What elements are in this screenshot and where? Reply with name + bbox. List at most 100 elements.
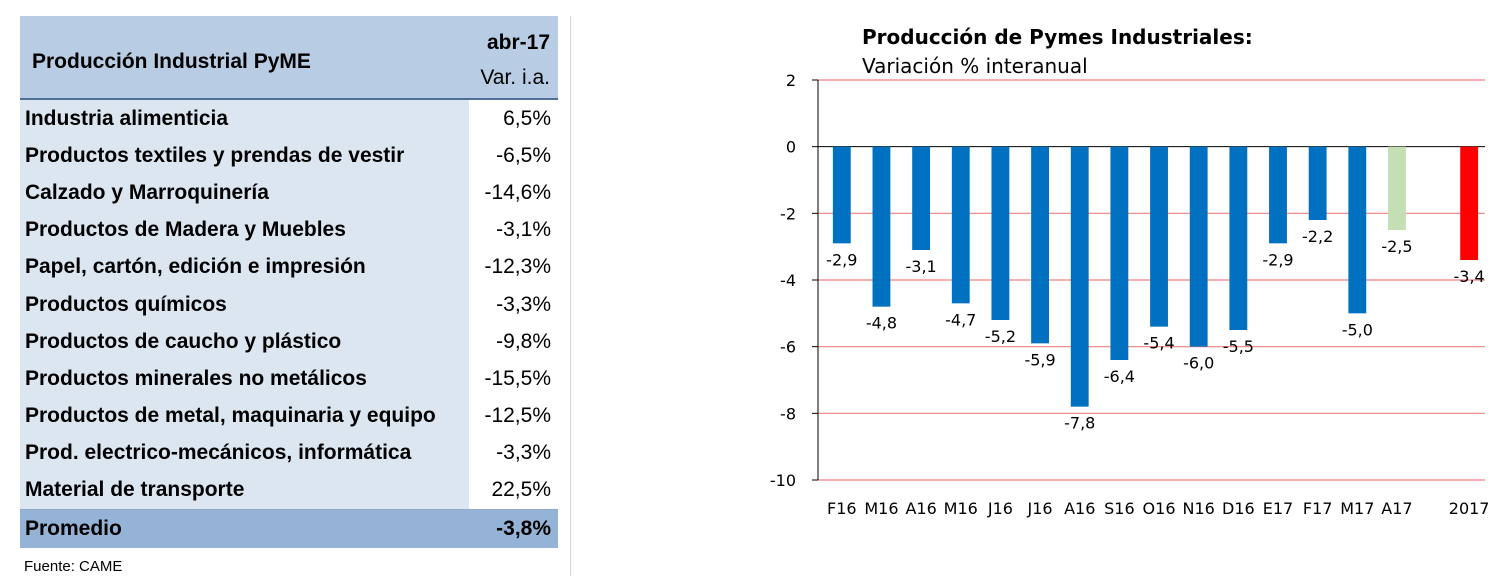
- sector-value: -3,3%: [496, 441, 551, 465]
- x-tick-label: A16: [1064, 499, 1095, 518]
- bar-chart: 2 0 -2 -4 -6 -8 -10 -2,9 F16 -4,8 M16 -3,1 A16 -4,7 M1…: [770, 71, 1490, 518]
- sector-label: Productos de caucho y plástico: [20, 323, 469, 361]
- bar: [1150, 146, 1168, 327]
- data-label: -6,4: [1104, 367, 1135, 386]
- table-row: Calzado y Marroquinería -14,6%: [20, 174, 558, 212]
- data-label: -5,2: [985, 327, 1016, 346]
- x-tick-label: S16: [1104, 499, 1135, 518]
- x-tick-label: N16: [1183, 499, 1215, 518]
- sector-value: -12,5%: [484, 404, 551, 428]
- chart-title: Producción de Pymes Industriales:: [862, 25, 1253, 49]
- bar: [872, 146, 891, 307]
- sector-label: Productos de metal, maquinaria y equipo: [20, 397, 469, 435]
- table-row: Productos químicos -3,3%: [20, 285, 558, 324]
- bar: [1269, 146, 1287, 244]
- x-tick-label: O16: [1143, 499, 1176, 518]
- bar: [1070, 146, 1089, 407]
- bar: [1031, 146, 1049, 344]
- sector-value: -12,3%: [484, 255, 551, 279]
- sector-label: Industria alimenticia: [20, 100, 469, 138]
- sector-table: Producción Industrial PyME abr-17 Var. i…: [20, 16, 558, 575]
- x-tick-label: D16: [1222, 499, 1255, 518]
- table-period: abr-17: [486, 31, 550, 54]
- table-subheader: Var. i.a.: [480, 66, 550, 89]
- data-label: -5,4: [1143, 334, 1174, 353]
- sector-value: -9,8%: [496, 329, 551, 353]
- chart-title-block: Producción de Pymes Industriales: Variac…: [862, 24, 1253, 82]
- source-note: Fuente: CAME: [24, 558, 123, 576]
- data-label: -4,8: [866, 314, 897, 333]
- bar: [1189, 146, 1208, 347]
- bar: [912, 146, 931, 250]
- table-title: Producción Industrial PyME: [32, 50, 311, 73]
- bar: [1388, 146, 1406, 230]
- sector-value: 22,5%: [491, 478, 551, 502]
- table-row: Material de transporte 22,5%: [20, 471, 558, 510]
- sector-label: Productos de Madera y Muebles: [20, 211, 469, 249]
- table-row: Productos de caucho y plástico -9,8%: [20, 323, 558, 361]
- data-label: -3,1: [905, 257, 936, 276]
- bar: [1308, 146, 1327, 220]
- data-label: -5,5: [1223, 337, 1254, 356]
- data-label: -7,8: [1064, 414, 1095, 433]
- bar: [1460, 146, 1479, 260]
- table-row: Industria alimenticia 6,5%: [20, 100, 558, 138]
- table-header: Producción Industrial PyME abr-17 Var. i…: [20, 16, 558, 100]
- bar: [1229, 146, 1248, 330]
- x-tick-label: J16: [987, 499, 1013, 518]
- data-label: -5,0: [1342, 320, 1373, 339]
- table-row: Papel, cartón, edición e impresión -12,3%: [20, 248, 558, 286]
- average-label: Promedio: [25, 517, 122, 541]
- sector-value: -6,5%: [496, 143, 551, 167]
- chart-subtitle: Variación % interanual: [862, 54, 1088, 78]
- sector-label: Papel, cartón, edición e impresión: [20, 248, 469, 286]
- sector-label: Prod. electrico-mecánicos, informática: [20, 434, 469, 472]
- sector-value: -3,1%: [496, 218, 551, 242]
- x-tick-label: E17: [1263, 499, 1293, 518]
- y-tick-label: 2: [786, 71, 796, 90]
- x-tick-label: A16: [905, 499, 936, 518]
- data-label: -6,0: [1183, 354, 1214, 373]
- data-label: -2,9: [826, 250, 857, 269]
- table-row: Productos de metal, maquinaria y equipo -…: [20, 397, 558, 435]
- data-label: -2,5: [1381, 237, 1412, 256]
- panel-divider: [570, 16, 571, 576]
- table-body: Industria alimenticia 6,5% Productos texti…: [20, 100, 558, 510]
- sector-label: Calzado y Marroquinería: [20, 174, 469, 212]
- data-label: -5,9: [1024, 350, 1055, 369]
- average-value: -3,8%: [496, 517, 551, 541]
- table-row: Productos minerales no metálicos -15,5%: [20, 360, 558, 398]
- x-tick-label: 2017: [1449, 499, 1490, 518]
- y-tick-label: -4: [780, 271, 796, 290]
- data-label: -2,2: [1302, 227, 1333, 246]
- table-row: Prod. electrico-mecánicos, informática -3…: [20, 434, 558, 472]
- data-label: -2,9: [1262, 250, 1293, 269]
- y-tick-label: -10: [770, 471, 796, 490]
- sector-value: -14,6%: [484, 180, 551, 204]
- bar: [832, 146, 851, 244]
- y-tick-label: -2: [780, 204, 796, 223]
- bar: [991, 146, 1010, 320]
- sector-value: 6,5%: [503, 106, 551, 130]
- x-tick-label: J16: [1027, 499, 1053, 518]
- x-tick-label: M17: [1340, 499, 1374, 518]
- sector-label: Material de transporte: [20, 471, 469, 510]
- table-row: Productos textiles y prendas de vestir -6…: [20, 137, 558, 175]
- average-row: Promedio -3,8%: [20, 509, 558, 549]
- y-tick-label: -8: [780, 404, 796, 423]
- bar: [1110, 146, 1129, 360]
- x-tick-label: F16: [827, 499, 857, 518]
- y-tick-label: 0: [786, 138, 796, 157]
- bar: [951, 146, 970, 304]
- sector-value: -15,5%: [484, 366, 551, 390]
- x-tick-label: M16: [944, 499, 978, 518]
- x-tick-label: A17: [1381, 499, 1412, 518]
- y-tick-label: -6: [780, 338, 796, 357]
- x-tick-label: F17: [1303, 499, 1333, 518]
- sector-value: -3,3%: [496, 292, 551, 316]
- data-label: -4,7: [945, 310, 976, 329]
- x-tick-label: M16: [864, 499, 898, 518]
- bar: [1348, 146, 1367, 314]
- sector-label: Productos textiles y prendas de vestir: [20, 137, 469, 175]
- sector-label: Productos químicos: [20, 285, 469, 324]
